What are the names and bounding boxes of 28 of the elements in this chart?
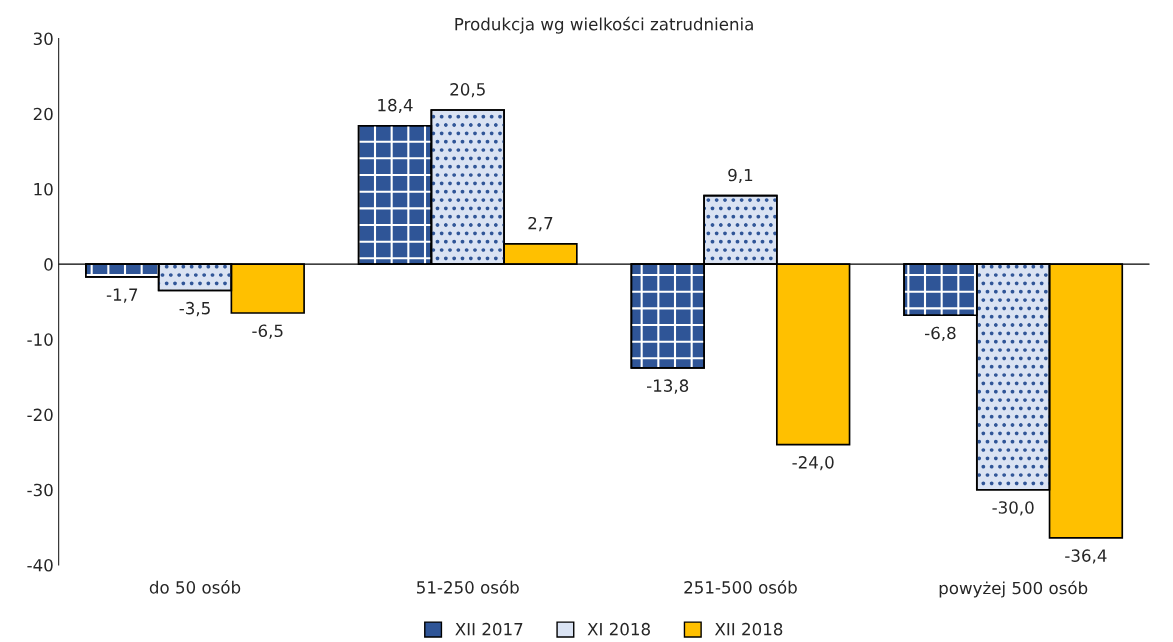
- data-label: -6,5: [252, 324, 283, 339]
- data-label: -36,4: [1065, 549, 1107, 564]
- legend-label: XII 2018: [714, 622, 783, 636]
- y-tick-label: 20: [33, 107, 53, 121]
- data-label: -3,5: [179, 301, 210, 317]
- y-tick-label: -20: [27, 408, 53, 422]
- data-label: 18,4: [378, 98, 413, 114]
- data-label: -30,0: [992, 501, 1034, 516]
- data-label: -6,8: [925, 326, 956, 341]
- y-tick-label: 0: [44, 258, 53, 271]
- x-tick-label: 51-250 osób: [417, 580, 519, 594]
- y-tick-label: -30: [27, 483, 53, 497]
- x-tick-label: do 50 osób: [149, 580, 241, 594]
- y-tick-label: -10: [27, 333, 53, 346]
- chart-title: Produkcja wg wielkości zatrudnienia: [455, 16, 753, 34]
- legend-label: XI 2018: [587, 622, 650, 636]
- data-label: -24,0: [792, 456, 834, 471]
- legend-label: XII 2017: [455, 622, 523, 636]
- y-tick-label: 30: [33, 32, 53, 46]
- data-label: 9,1: [728, 168, 753, 184]
- y-tick-label: 10: [34, 182, 53, 196]
- y-tick-label: -40: [27, 558, 53, 572]
- data-label: -1,7: [106, 288, 138, 303]
- data-label: 2,7: [528, 216, 553, 232]
- data-label: 20,5: [450, 83, 485, 98]
- x-tick-label: 251-500 osób: [684, 580, 797, 594]
- x-tick-label: powyżej 500 osób: [939, 580, 1088, 598]
- data-label: -13,8: [646, 379, 689, 394]
